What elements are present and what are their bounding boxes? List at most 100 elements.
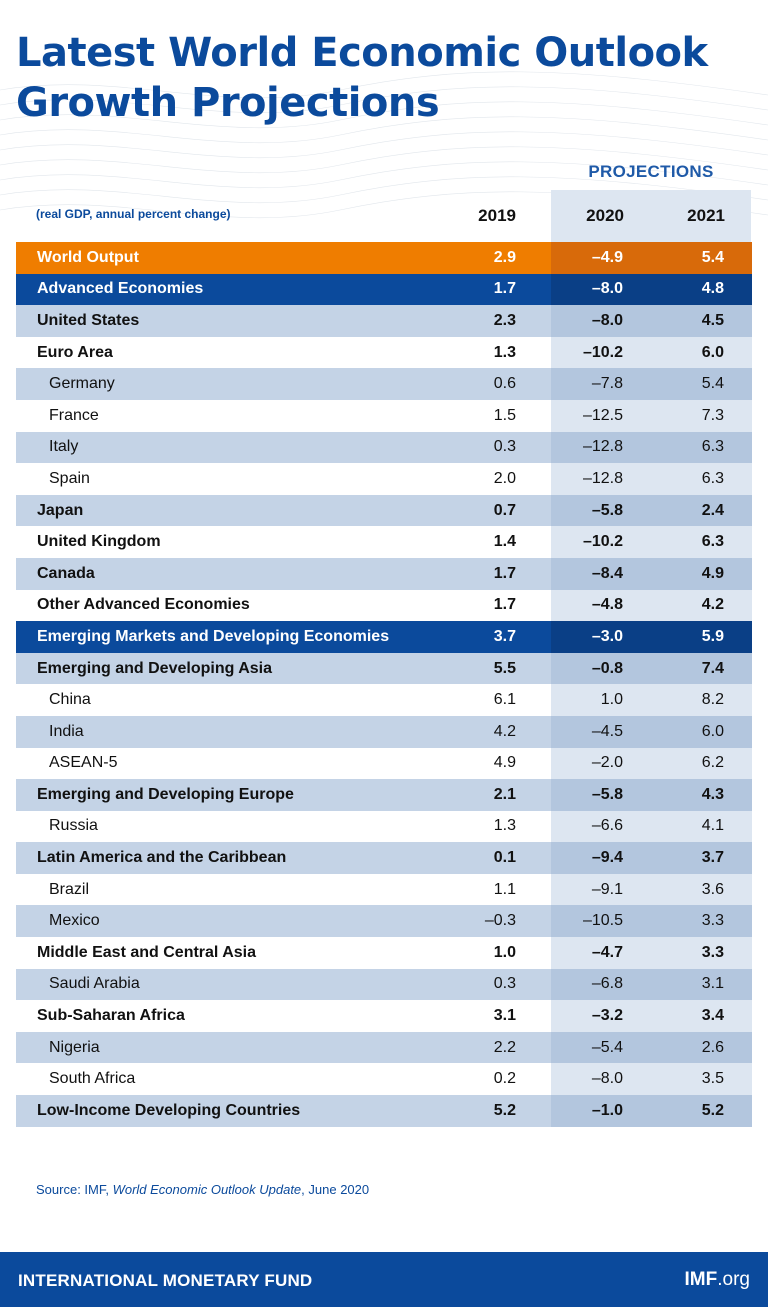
- cell-2019: 1.5: [493, 406, 516, 424]
- cell-2021: 5.4: [701, 248, 724, 266]
- cell-2020: –0.8: [591, 659, 623, 677]
- row-label: Italy: [49, 438, 79, 456]
- column-header-2021: 2021: [687, 206, 725, 225]
- cell-2020: –4.8: [591, 596, 623, 614]
- cell-2020: –10.5: [582, 912, 623, 930]
- row-label: India: [49, 722, 84, 740]
- row-label: Nigeria: [49, 1038, 100, 1056]
- footer-bar: INTERNATIONAL MONETARY FUND IMF.org: [0, 1252, 768, 1307]
- projection-cell-shade: [551, 810, 752, 843]
- row-label: Middle East and Central Asia: [37, 943, 257, 961]
- row-label: Spain: [49, 469, 90, 487]
- table-row: Japan 0.7 –5.8 2.4: [16, 494, 752, 527]
- cell-2020: –10.2: [582, 533, 623, 551]
- projections-header-shade: [551, 190, 751, 242]
- table-row: Middle East and Central Asia 1.0 –4.7 3.3: [16, 937, 752, 969]
- cell-2020: –5.8: [591, 785, 623, 803]
- projection-cell-shade: [551, 431, 752, 464]
- cell-2021: 3.7: [701, 849, 724, 867]
- cell-2019: 2.9: [493, 248, 516, 266]
- row-label: Euro Area: [37, 343, 113, 361]
- row-label: Mexico: [49, 912, 100, 930]
- cell-2019: 1.4: [493, 533, 516, 551]
- cell-2020: –4.7: [591, 943, 623, 961]
- table-row: France 1.5 –12.5 7.3: [16, 399, 752, 432]
- cell-2021: 3.1: [701, 975, 724, 993]
- cell-2021: 5.9: [701, 627, 724, 645]
- source-suffix: , June 2020: [301, 1182, 370, 1197]
- projection-cell-shade: [551, 1063, 752, 1096]
- row-label: China: [49, 691, 91, 709]
- source-publication: World Economic Outlook Update: [112, 1182, 302, 1197]
- cell-2020: –12.8: [582, 469, 623, 487]
- cell-2019: 0.3: [493, 438, 516, 456]
- table-row: Italy 0.3 –12.8 6.3: [16, 431, 752, 464]
- row-label: Saudi Arabia: [49, 975, 140, 993]
- projection-cell-shade: [551, 1000, 752, 1032]
- source-prefix: Source: IMF,: [36, 1182, 113, 1197]
- row-label: Emerging Markets and Developing Economie…: [37, 627, 390, 645]
- projection-cell-shade: [551, 842, 752, 874]
- table-row: Brazil 1.1 –9.1 3.6: [16, 873, 752, 906]
- cell-2021: 4.1: [701, 817, 724, 835]
- cell-2021: 6.3: [701, 469, 724, 487]
- cell-2021: 6.0: [701, 343, 724, 361]
- background-mesh-graphic: [0, 71, 768, 219]
- cell-2020: –6.8: [591, 975, 623, 993]
- table-row: Other Advanced Economies 1.7 –4.8 4.2: [16, 589, 752, 622]
- cell-2021: 6.3: [701, 533, 724, 551]
- row-label: Canada: [37, 564, 95, 582]
- table-row: United Kingdom 1.4 –10.2 6.3: [16, 526, 752, 558]
- cell-2021: 2.4: [701, 501, 724, 519]
- cell-2019: –0.3: [484, 912, 516, 930]
- cell-2019: 1.3: [493, 343, 516, 361]
- cell-2020: –9.1: [591, 880, 623, 898]
- row-label: Germany: [49, 375, 115, 393]
- cell-2021: 7.3: [701, 406, 724, 424]
- cell-2019: 5.2: [493, 1101, 516, 1119]
- projection-cell-shade: [551, 873, 752, 906]
- row-label: Other Advanced Economies: [37, 596, 250, 614]
- cell-2020: –5.8: [591, 501, 623, 519]
- cell-2021: 6.2: [701, 754, 724, 772]
- cell-2020: –9.4: [591, 849, 623, 867]
- title-line-1: Latest World Economic Outlook: [16, 30, 708, 76]
- row-label: United Kingdom: [37, 533, 161, 551]
- cell-2021: 4.2: [701, 596, 724, 614]
- table-row: Latin America and the Caribbean 0.1 –9.4 3.…: [16, 842, 752, 874]
- cell-2019: 2.1: [493, 785, 516, 803]
- cell-2020: 1.0: [600, 691, 623, 709]
- cell-2020: –12.8: [582, 438, 623, 456]
- cell-2021: 4.3: [701, 785, 724, 803]
- cell-2020: –8.4: [591, 564, 623, 582]
- cell-2021: 8.2: [701, 691, 724, 709]
- table-row: ASEAN-5 4.9 –2.0 6.2: [16, 747, 752, 780]
- projection-cell-shade: [551, 305, 752, 337]
- table-row: Emerging and Developing Europe 2.1 –5.8 4.3: [16, 779, 752, 811]
- cell-2019: 6.1: [493, 691, 516, 709]
- units-note: (real GDP, annual percent change): [36, 207, 231, 221]
- cell-2019: 3.7: [493, 627, 516, 645]
- row-label: ASEAN-5: [49, 754, 118, 772]
- footer-site-bold: IMF: [684, 1269, 718, 1290]
- cell-2021: 6.0: [701, 722, 724, 740]
- footer-site-link[interactable]: IMF.org: [685, 1269, 750, 1291]
- title-line-2: Growth Projections: [16, 80, 440, 126]
- cell-2021: 5.4: [701, 375, 724, 393]
- projection-cell-shade: [551, 1095, 752, 1127]
- cell-2020: –4.5: [591, 722, 623, 740]
- projection-cell-shade: [551, 463, 752, 495]
- projection-cell-shade: [551, 1031, 752, 1064]
- projection-cell-shade: [551, 399, 752, 432]
- row-label: Japan: [37, 501, 84, 519]
- cell-2019: 0.1: [493, 849, 516, 867]
- table-row: Saudi Arabia 0.3 –6.8 3.1: [16, 968, 752, 1001]
- projection-cell-shade: [551, 368, 752, 400]
- table-row: Sub-Saharan Africa 3.1 –3.2 3.4: [16, 1000, 752, 1032]
- table-row: Germany 0.6 –7.8 5.4: [16, 368, 752, 400]
- cell-2019: 2.0: [493, 469, 516, 487]
- column-header-2019: 2019: [478, 206, 516, 225]
- column-header-2020: 2020: [586, 206, 624, 225]
- projection-cell-shade: [551, 336, 752, 369]
- cell-2021: 4.5: [701, 311, 724, 329]
